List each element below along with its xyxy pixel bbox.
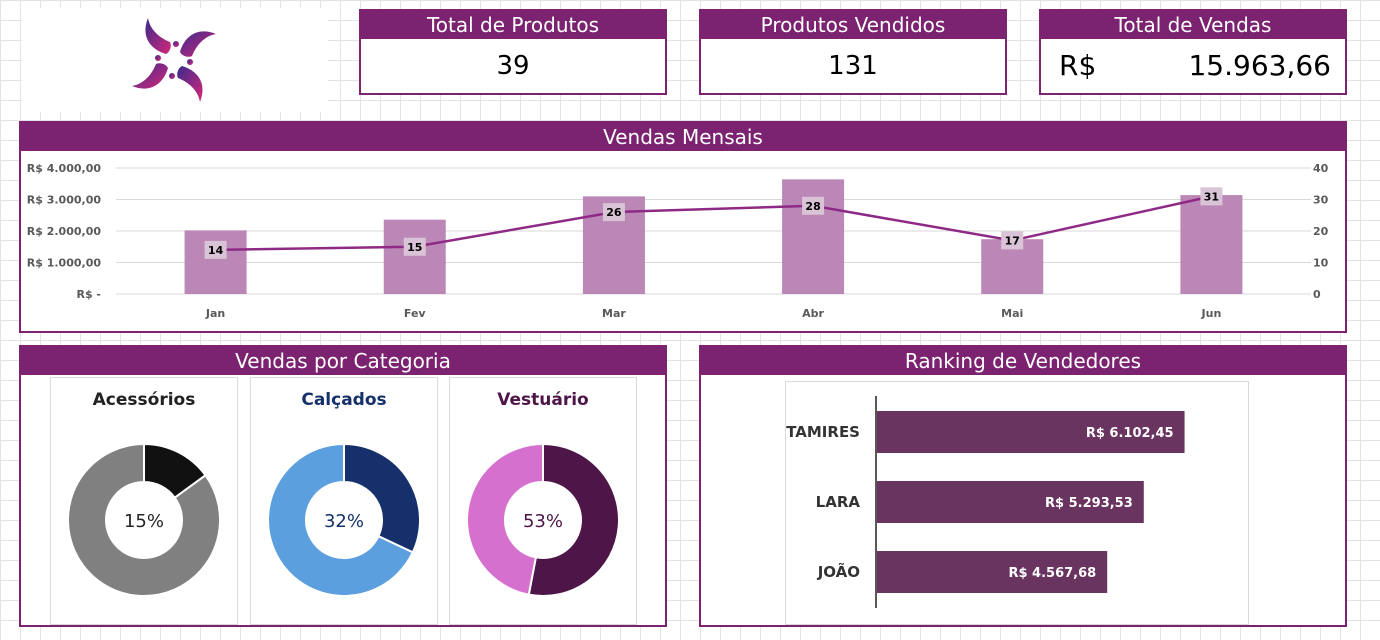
y-left-tick-label: R$ - [76,288,101,301]
category-card-acessorios: Acessórios 15% [50,377,238,625]
donut-center-label: 32% [324,511,364,532]
x-tick-label: Abr [802,307,824,320]
donut-slice-rest [466,442,544,596]
category-card-vestuario: Vestuário 53% [449,377,637,625]
y-right-tick-label: 30 [1313,194,1329,207]
x-tick-label: Jun [1201,307,1222,320]
bar-fev [383,219,446,294]
seller-ranking-panel: Ranking de Vendedores TAMIRES R$ 6.102,45… [699,345,1347,627]
line-data-label: 31 [1204,190,1219,203]
y-right-tick-label: 20 [1313,225,1329,238]
seller-value-label: R$ 4.567,68 [1008,566,1096,581]
donut-slice-rest [67,442,221,597]
monthly-sales-chart: R$ - R$ 1.000,00 R$ 2.000,00 R$ 3.000,00 R$ … [27,162,1329,320]
brand-logo [132,18,216,102]
category-title-calcados: Calçados [301,390,387,410]
kpi-produtos-vendidos: Produtos Vendidos 131 [699,9,1007,95]
line-data-label: 15 [407,241,422,254]
category-sales-panel: Vendas por Categoria Acessórios 15% Calç… [19,345,667,627]
bar-abr [782,179,845,294]
donut-acessorios: 15% [67,442,221,597]
x-tick-label: Mar [602,307,626,320]
donut-slice-rest [267,442,415,597]
line-data-label: 14 [208,244,224,257]
line-label-bg [204,240,227,259]
category-title-acessorios: Acessórios [92,390,196,410]
kpi-total-produtos: Total de Produtos 39 [359,9,667,95]
y-left-tick-label: R$ 1.000,00 [27,257,102,270]
donut-slice-value [343,442,421,554]
kpi-total-vendas: Total de Vendas R$ 15.963,66 [1039,9,1347,95]
seller-bar [877,481,1144,523]
y-left-tick-label: R$ 2.000,00 [27,225,102,238]
line-label-bg [1001,231,1024,250]
kpi-total-vendas-row: R$ 15.963,66 [1041,39,1345,93]
x-tick-label: Fev [404,307,427,320]
seller-value-label: R$ 6.102,45 [1086,426,1174,441]
kpi-produtos-vendidos-value: 131 [828,51,878,81]
category-card-calcados: Calçados 32% [250,377,438,625]
y-left-tick-label: R$ 4.000,00 [27,162,102,175]
kpi-total-vendas-label: Total de Vendas [1041,11,1345,39]
quantity-line [215,195,1212,252]
bar-jan [184,230,247,294]
donut-vestuario: 53% [466,442,620,597]
seller-name: JOÃO [817,562,860,581]
line-label-bg [1200,187,1223,206]
line-data-label: 26 [606,206,622,219]
y-right-tick-label: 0 [1313,288,1321,301]
y-right-tick-label: 40 [1313,162,1329,175]
donut-slice-value [527,442,620,597]
seller-value-label: R$ 5.293,53 [1045,496,1133,511]
monthly-sales-title: Vendas Mensais [21,123,1345,151]
donut-center-label: 15% [124,511,164,532]
seller-ranking-card: TAMIRES R$ 6.102,45 LARA R$ 5.293,53 JOÃO R$ … [785,381,1249,625]
seller-bar [877,411,1185,453]
seller-bar [877,551,1108,593]
donut-calcados: 32% [267,442,421,597]
monthly-sales-panel: Vendas Mensais R$ - R$ 1.000,00 R$ 2.000,0… [19,121,1347,333]
logo-area [22,8,328,112]
line-label-bg [602,203,625,222]
kpi-total-produtos-value: 39 [496,51,530,81]
seller-name: LARA [816,493,861,511]
seller-name: TAMIRES [786,423,860,441]
y-right-tick-label: 10 [1313,257,1329,270]
line-label-bg [802,196,825,215]
line-data-label: 28 [805,200,820,213]
donut-center-label: 53% [523,511,563,532]
kpi-total-vendas-currency: R$ [1059,49,1097,82]
kpi-total-vendas-value: 15.963,66 [1188,49,1331,82]
x-tick-label: Jan [205,307,225,320]
line-label-bg [403,237,426,256]
category-sales-title: Vendas por Categoria [21,347,665,375]
line-data-label: 17 [1005,234,1020,247]
kpi-total-produtos-label: Total de Produtos [361,11,665,39]
bar-jun [1180,195,1243,294]
seller-ranking-title: Ranking de Vendedores [701,347,1345,375]
y-left-tick-label: R$ 3.000,00 [27,194,102,207]
x-tick-label: Mai [1001,307,1023,320]
kpi-produtos-vendidos-label: Produtos Vendidos [701,11,1005,39]
seller-ranking-chart: TAMIRES R$ 6.102,45 LARA R$ 5.293,53 JOÃO R$ … [786,396,1185,608]
category-title-vestuario: Vestuário [497,390,589,410]
